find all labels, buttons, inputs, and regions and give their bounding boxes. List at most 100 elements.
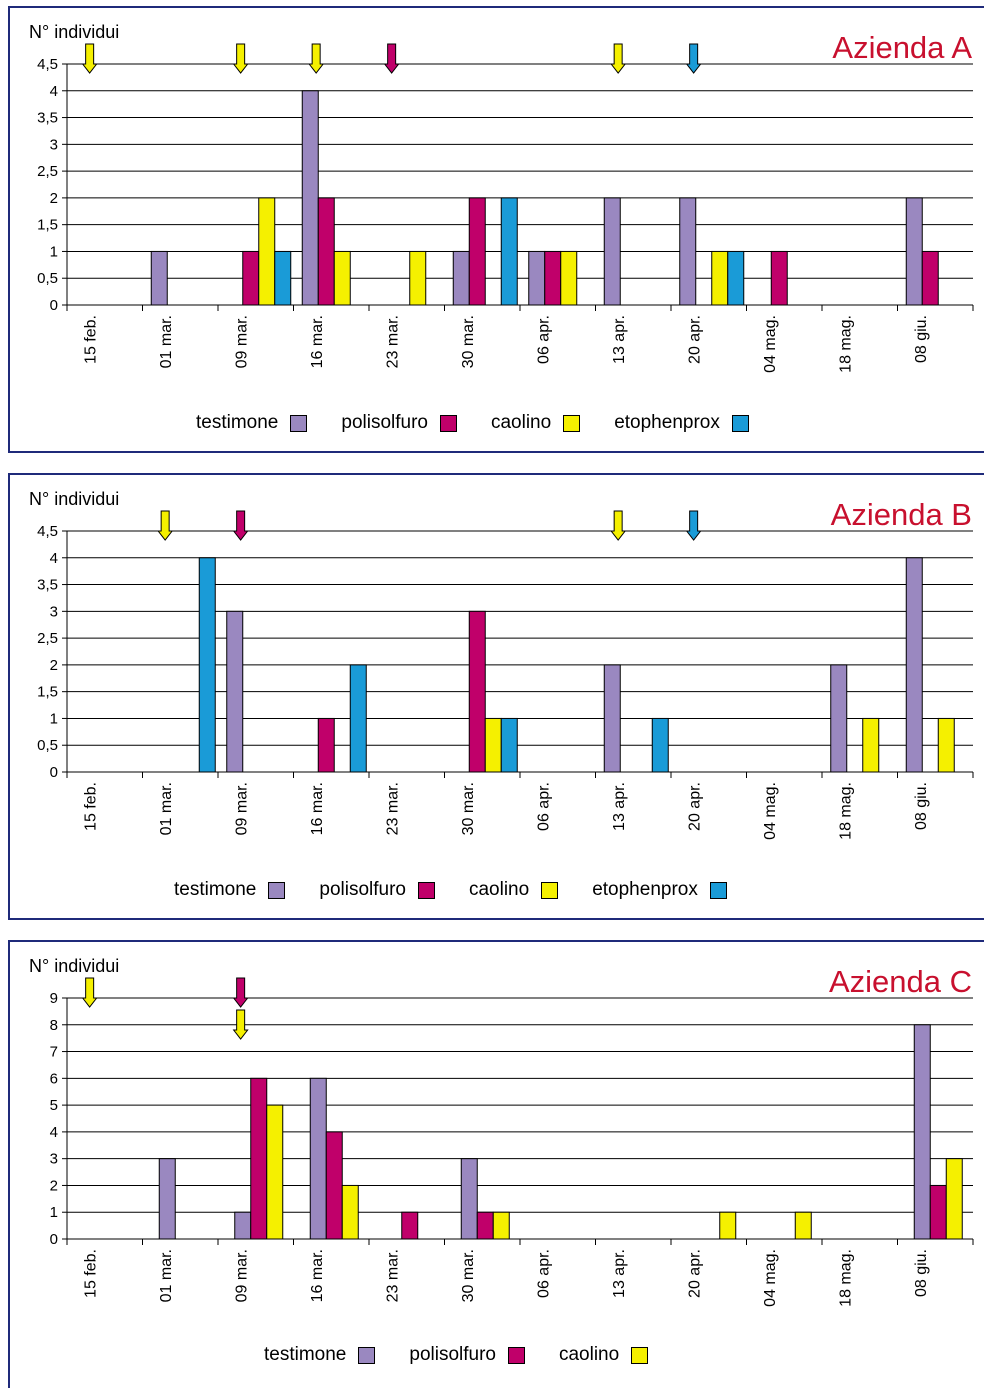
y-tick-label: 4 <box>50 550 58 567</box>
chart-panel-azienda-a: N° individui Azienda A 0 0,5 1 1,5 2 2,5 3 3,5 4… <box>8 6 984 453</box>
legend-item-testimone: testimone <box>174 879 286 901</box>
legend-swatch-testimone <box>290 414 308 432</box>
x-tick-label: 20 apr. <box>687 1249 704 1298</box>
bar-caolino <box>258 197 276 306</box>
x-tick-label: 30 mar. <box>460 315 477 368</box>
legend-swatch-caolino <box>563 414 581 432</box>
x-tick-label: 16 mar. <box>309 1249 326 1302</box>
bar-testimone <box>226 610 244 773</box>
x-tick-label: 01 mar. <box>158 1249 175 1302</box>
legend-item-caolino: caolino <box>490 412 581 434</box>
bar-polisolfuro <box>325 1131 343 1240</box>
y-tick-label: 4,5 <box>37 56 58 73</box>
treatment-arrow-caolino <box>232 43 249 74</box>
bar-etophenprox <box>727 250 745 306</box>
bar-etophenprox <box>500 717 518 773</box>
y-tick-label: 0,5 <box>37 270 58 287</box>
y-tick-label: 2,5 <box>37 630 58 647</box>
x-tick-label: 04 mag. <box>762 782 779 840</box>
x-tick-label: 08 giu. <box>913 315 930 363</box>
y-tick-label: 5 <box>50 1097 58 1114</box>
x-tick-label: 20 apr. <box>687 782 704 831</box>
x-tick-label: 01 mar. <box>158 782 175 835</box>
y-axis-label: N° individui <box>29 956 120 976</box>
x-tick-label: 15 feb. <box>83 1249 100 1298</box>
y-tick-label: 2 <box>50 657 58 674</box>
treatment-arrow-caolino <box>81 43 98 74</box>
treatment-arrow-polisolfuro <box>232 977 249 1008</box>
y-tick-label: 0 <box>50 1231 58 1248</box>
chart-plot-b: 0 0,5 1 1,5 2 2,5 3 3,5 4 4,5 15 feb. 01 mar. 09 mar… <box>37 510 974 840</box>
legend-label: caolino <box>468 879 530 900</box>
legend-label: etophenprox <box>592 879 698 900</box>
y-tick-label: 1,5 <box>37 217 58 234</box>
bar-testimone <box>913 1024 931 1240</box>
legend-item-caolino: caolino <box>558 1344 649 1366</box>
bar-caolino <box>937 717 955 773</box>
y-tick-label: 8 <box>50 1017 58 1034</box>
x-tick-label: 04 mag. <box>762 315 779 373</box>
treatment-arrow-caolino <box>610 43 627 74</box>
legend-label: caolino <box>490 412 552 433</box>
x-tick-label: 16 mar. <box>309 782 326 835</box>
bar-etophenprox <box>651 717 669 773</box>
y-tick-label: 1 <box>50 1204 58 1221</box>
y-tick-label: 1 <box>50 243 58 260</box>
legend-swatch-etophenprox <box>731 414 749 432</box>
y-tick-label: 1,5 <box>37 684 58 701</box>
y-tick-label: 3 <box>50 1151 58 1168</box>
legend-label: polisolfuro <box>409 1344 496 1365</box>
bar-polisolfuro <box>929 1184 947 1240</box>
chart-title: Azienda C <box>828 964 972 999</box>
x-tick-label: 30 mar. <box>460 1249 477 1302</box>
x-tick-label: 16 mar. <box>309 315 326 368</box>
bar-polisolfuro <box>476 1211 494 1240</box>
bar-caolino <box>333 250 351 306</box>
y-tick-label: 3 <box>50 136 58 153</box>
legend-swatch-etophenprox <box>709 881 727 899</box>
bar-polisolfuro <box>544 250 562 306</box>
bar-caolino <box>945 1158 963 1240</box>
x-tick-label: 13 apr. <box>611 782 628 831</box>
treatment-arrow-caolino <box>308 43 325 74</box>
legend-item-caolino: caolino <box>468 879 559 901</box>
bar-polisolfuro <box>242 250 260 306</box>
bar-etophenprox <box>500 197 518 306</box>
bar-polisolfuro <box>921 250 939 306</box>
y-tick-label: 0 <box>50 764 58 781</box>
x-tick-label: 15 feb. <box>83 315 100 364</box>
bar-testimone <box>452 250 470 306</box>
bar-testimone <box>301 90 319 306</box>
y-tick-label: 3 <box>50 603 58 620</box>
y-axis-label: N° individui <box>29 489 120 509</box>
y-tick-label: 9 <box>50 990 58 1007</box>
bar-etophenprox <box>274 250 292 306</box>
bar-testimone <box>309 1077 327 1240</box>
y-tick-label: 6 <box>50 1070 58 1087</box>
treatment-arrow-caolino <box>157 510 174 541</box>
legend: testimone polisolfuro caolino <box>264 1344 682 1366</box>
x-tick-label: 18 mag. <box>838 315 855 373</box>
bar-caolino <box>409 250 427 306</box>
legend-label: testimone <box>264 1344 347 1365</box>
x-tick-label: 01 mar. <box>158 315 175 368</box>
treatment-arrow-caolino <box>81 977 98 1008</box>
bar-caolino <box>492 1211 510 1240</box>
bar-caolino <box>862 717 880 773</box>
bar-testimone <box>460 1158 478 1240</box>
x-tick-label: 18 mag. <box>838 1249 855 1307</box>
x-tick-label: 23 mar. <box>385 315 402 368</box>
x-tick-label: 06 apr. <box>536 1249 553 1298</box>
x-tick-label: 09 mar. <box>234 782 251 835</box>
y-tick-label: 0 <box>50 297 58 314</box>
bar-testimone <box>150 250 168 306</box>
legend-label: etophenprox <box>614 412 720 433</box>
bar-testimone <box>603 664 621 773</box>
legend-item-etophenprox: etophenprox <box>592 879 727 901</box>
bar-testimone <box>528 250 546 306</box>
x-tick-label: 06 apr. <box>536 782 553 831</box>
treatment-arrow-caolino <box>232 1009 249 1040</box>
legend-swatch-testimone <box>268 881 286 899</box>
legend-label: caolino <box>558 1344 620 1365</box>
chart-title: Azienda B <box>830 497 972 532</box>
